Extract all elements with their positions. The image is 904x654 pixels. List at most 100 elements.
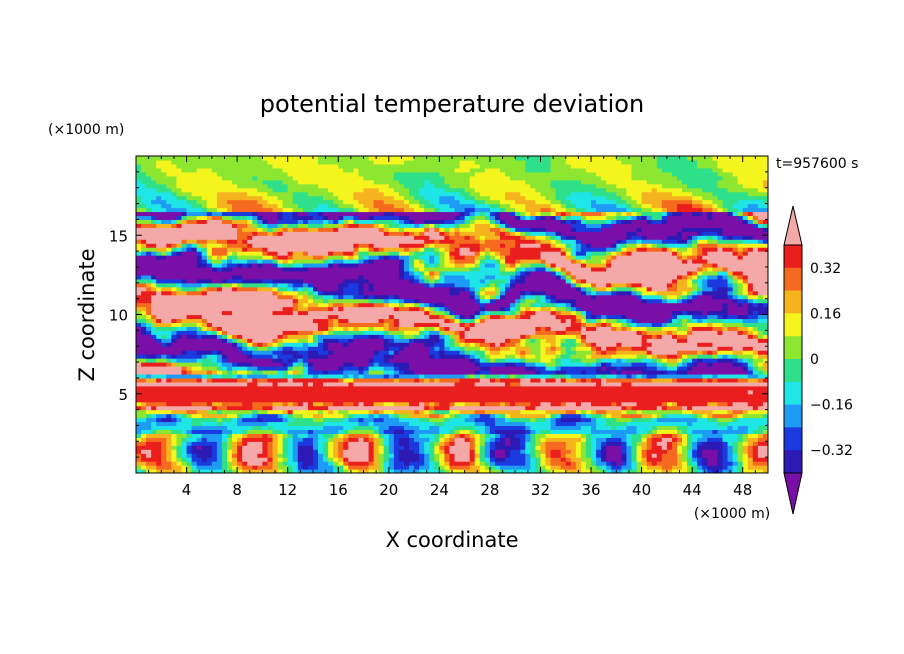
heatmap-cell (186, 441, 193, 446)
heatmap-cell (307, 211, 314, 217)
heatmap-cell (206, 183, 213, 189)
heatmap-cell (171, 187, 178, 193)
heatmap-cell (328, 235, 334, 240)
heatmap-cell (424, 322, 430, 327)
heatmap-cell (141, 278, 147, 284)
heatmap-cell (312, 223, 319, 228)
heatmap-cell (186, 437, 193, 442)
heatmap-cell (227, 393, 233, 399)
heatmap-cell (449, 358, 456, 363)
heatmap-cell (196, 159, 203, 165)
heatmap-cell (429, 191, 435, 197)
heatmap-cell (216, 405, 223, 411)
heatmap-cell (196, 175, 203, 181)
heatmap-cell (403, 453, 410, 458)
heatmap-cell (227, 290, 233, 296)
heatmap-cell (221, 433, 228, 438)
heatmap-cell (232, 346, 238, 351)
heatmap-cell (282, 449, 289, 454)
heatmap-cell (141, 405, 147, 411)
heatmap-cell (348, 163, 355, 169)
heatmap-cell (227, 262, 233, 268)
heatmap-cell (439, 358, 446, 363)
heatmap-cell (338, 235, 344, 240)
heatmap-cell (419, 266, 425, 272)
heatmap-cell (343, 461, 349, 466)
heatmap-cell (439, 346, 446, 351)
heatmap-cell (323, 215, 329, 220)
heatmap-cell (196, 429, 203, 434)
heatmap-cell (297, 270, 304, 276)
heatmap-cell (338, 183, 344, 189)
heatmap-cell (429, 369, 435, 375)
heatmap-cell (166, 171, 172, 177)
heatmap-cell (267, 409, 274, 415)
heatmap-cell (312, 381, 319, 387)
heatmap-cell (338, 421, 344, 427)
heatmap-cell (449, 350, 456, 355)
heatmap-cell (398, 203, 405, 209)
heatmap-cell (323, 457, 329, 462)
heatmap-cell (181, 231, 188, 236)
heatmap-cell (318, 338, 324, 343)
heatmap-cell (272, 369, 279, 375)
heatmap-cell (221, 294, 228, 300)
heatmap-cell (323, 449, 329, 454)
heatmap-cell (338, 425, 344, 431)
heatmap-cell (363, 330, 370, 335)
heatmap-cell (136, 413, 142, 419)
heatmap-cell (383, 354, 390, 359)
heatmap-cell (136, 401, 142, 407)
heatmap-cell (378, 310, 385, 316)
heatmap-cell (358, 326, 365, 331)
heatmap-cell (292, 207, 299, 213)
heatmap-cell (211, 433, 218, 438)
heatmap-cell (232, 247, 238, 252)
heatmap-cell (318, 302, 324, 308)
heatmap-cell (368, 362, 375, 367)
heatmap-cell (312, 274, 319, 280)
heatmap-cell (191, 362, 198, 367)
heatmap-cell (353, 385, 360, 391)
heatmap-cell (383, 255, 390, 260)
heatmap-cell (333, 413, 339, 419)
heatmap-cell (247, 417, 253, 423)
heatmap-cell (216, 187, 223, 193)
heatmap-cell (206, 314, 213, 320)
heatmap-cell (287, 433, 294, 438)
heatmap-cell (353, 318, 360, 324)
heatmap-cell (282, 227, 289, 232)
heatmap-cell (297, 377, 304, 383)
heatmap-cell (388, 449, 395, 454)
heatmap-cell (211, 298, 218, 304)
heatmap-cell (368, 409, 375, 415)
heatmap-cell (358, 290, 365, 296)
heatmap-cell (237, 156, 243, 161)
heatmap-cell (252, 183, 258, 189)
heatmap-cell (439, 373, 446, 379)
heatmap-cell (186, 270, 193, 276)
heatmap-cell (414, 247, 420, 252)
heatmap-cell (206, 251, 213, 256)
heatmap-cell (161, 183, 167, 189)
heatmap-cell (262, 203, 269, 209)
heatmap-cell (242, 437, 248, 442)
heatmap-cell (328, 195, 334, 201)
heatmap-cell (318, 255, 324, 260)
heatmap-cell (141, 243, 147, 248)
heatmap-cell (328, 231, 334, 236)
heatmap-cell (343, 270, 349, 276)
heatmap-cell (287, 290, 294, 296)
heatmap-cell (403, 401, 410, 407)
heatmap-cell (302, 239, 309, 244)
heatmap-cell (424, 247, 430, 252)
heatmap-cell (318, 318, 324, 324)
heatmap-cell (398, 350, 405, 355)
heatmap-cell (216, 266, 223, 272)
heatmap-cell (343, 358, 349, 363)
heatmap-cell (444, 203, 451, 209)
heatmap-cell (318, 278, 324, 284)
heatmap-cell (252, 369, 258, 375)
heatmap-cell (141, 342, 147, 347)
heatmap-cell (368, 373, 375, 379)
